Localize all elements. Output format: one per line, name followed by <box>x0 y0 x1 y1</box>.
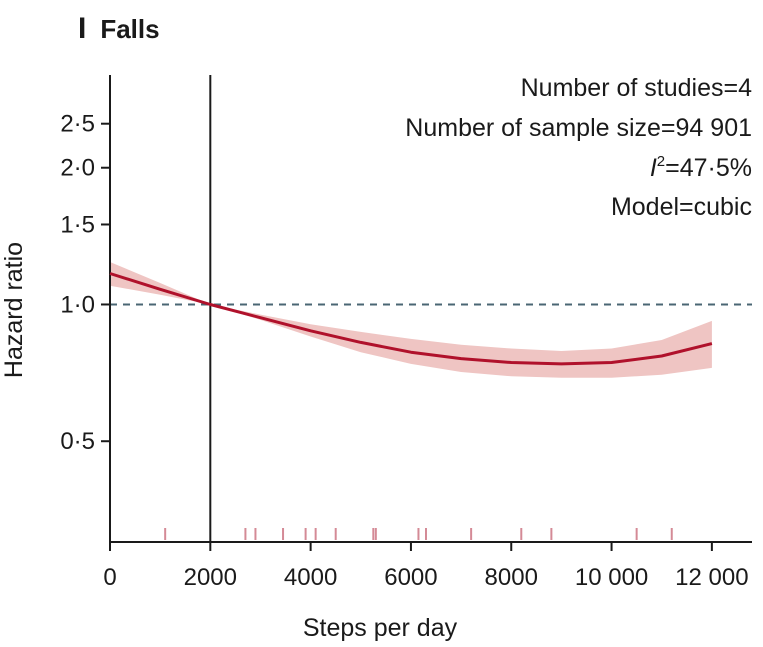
x-tick-label: 10 000 <box>575 564 648 591</box>
confidence-band <box>110 262 712 378</box>
x-tick-label: 0 <box>103 564 116 591</box>
y-tick-label: 1·5 <box>60 211 95 238</box>
x-tick-label: 2000 <box>184 564 237 591</box>
x-tick-label: 6000 <box>384 564 437 591</box>
panel-letter: I <box>78 12 87 45</box>
stat-i2-symbol: I <box>650 154 657 182</box>
x-tick-label: 12 000 <box>675 564 748 591</box>
panel-title: Falls <box>100 14 160 44</box>
x-tick-label: 8000 <box>485 564 538 591</box>
y-axis-title: Hazard ratio <box>0 242 28 378</box>
y-tick-label: 1·0 <box>60 291 95 318</box>
y-tick-label: 2·0 <box>60 155 95 182</box>
stat-i2-value: =47·5% <box>665 154 752 182</box>
y-tick-label: 0·5 <box>60 428 95 455</box>
stats-annotation: Number of studies=4 Number of sample siz… <box>405 74 752 221</box>
stat-i2-sup: 2 <box>657 153 665 170</box>
hazard-ratio-line <box>109 272 713 366</box>
x-axis-title: Steps per day <box>303 614 458 642</box>
x-tick-label: 4000 <box>284 564 337 591</box>
stat-sample-size: Number of sample size=94 901 <box>405 114 752 142</box>
y-tick-label: 2·5 <box>60 111 95 138</box>
stat-heterogeneity: I2=47·5% <box>650 153 752 182</box>
stat-model: Model=cubic <box>611 193 752 221</box>
panel-header: I Falls <box>78 10 160 48</box>
stat-studies: Number of studies=4 <box>521 74 752 102</box>
